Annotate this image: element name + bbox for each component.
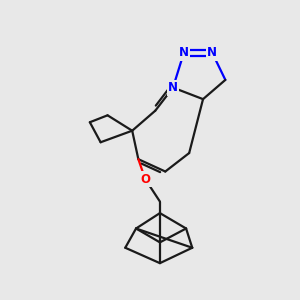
Text: N: N xyxy=(207,46,217,59)
Text: O: O xyxy=(140,173,150,186)
Text: N: N xyxy=(168,81,178,94)
Text: N: N xyxy=(179,46,189,59)
